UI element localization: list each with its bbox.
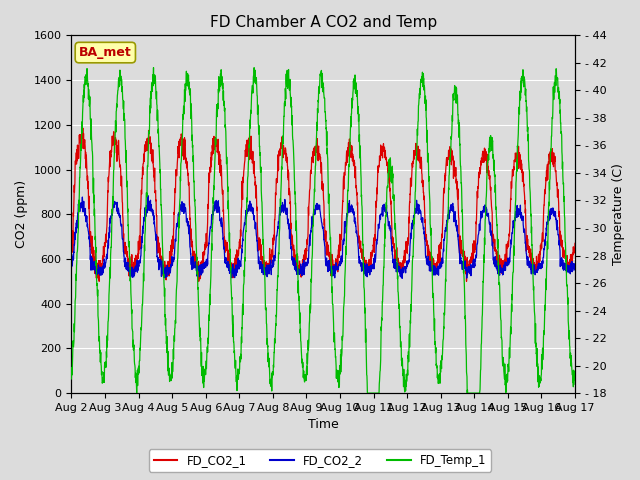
Y-axis label: CO2 (ppm): CO2 (ppm) — [15, 180, 28, 248]
Legend: FD_CO2_1, FD_CO2_2, FD_Temp_1: FD_CO2_1, FD_CO2_2, FD_Temp_1 — [149, 449, 491, 472]
X-axis label: Time: Time — [308, 419, 339, 432]
Title: FD Chamber A CO2 and Temp: FD Chamber A CO2 and Temp — [209, 15, 437, 30]
Text: BA_met: BA_met — [79, 46, 132, 59]
Y-axis label: Temperature (C): Temperature (C) — [612, 163, 625, 265]
